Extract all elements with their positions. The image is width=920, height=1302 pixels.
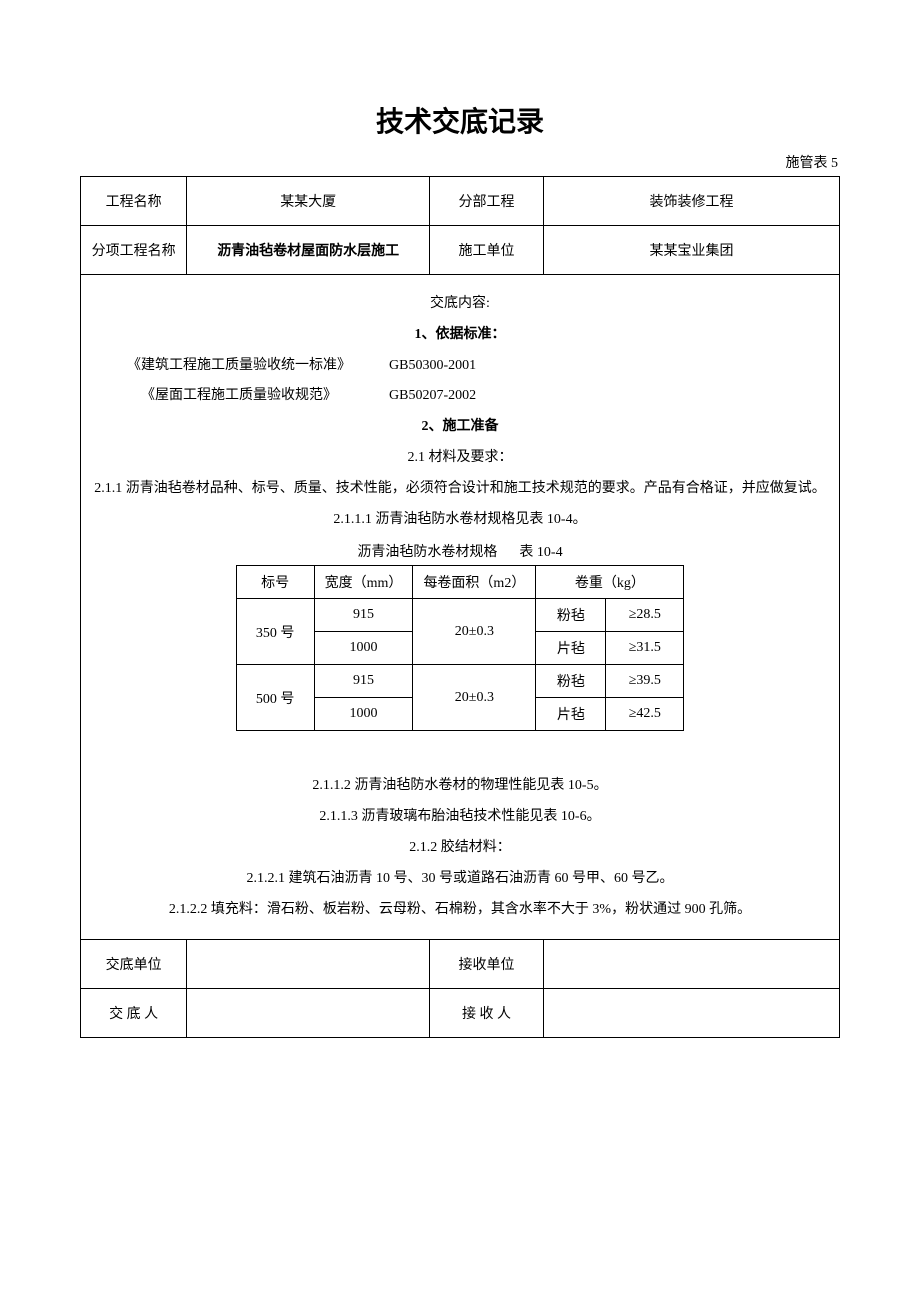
spec-width: 915 bbox=[314, 665, 413, 698]
spec-weight: ≥42.5 bbox=[606, 698, 684, 731]
spec-h-grade: 标号 bbox=[236, 566, 314, 599]
spec-type: 片毡 bbox=[536, 632, 606, 665]
label-contractor: 施工单位 bbox=[430, 226, 544, 275]
p-2-1-1-2: 2.1.1.2 沥青油毡防水卷材的物理性能见表 10-5。 bbox=[89, 771, 831, 802]
p-2-1: 2.1 材料及要求： bbox=[89, 443, 831, 474]
value-project-name: 某某大厦 bbox=[187, 177, 430, 226]
label-disclose-person: 交 底 人 bbox=[81, 989, 187, 1038]
spec-width: 1000 bbox=[314, 632, 413, 665]
header-row-1: 工程名称 某某大厦 分部工程 装饰装修工程 bbox=[81, 177, 840, 226]
spec-h-weight: 卷重（kg） bbox=[536, 566, 684, 599]
p-2-1-1-3: 2.1.1.3 沥青玻璃布胎油毡技术性能见表 10-6。 bbox=[89, 802, 831, 833]
standard-1-name: 《建筑工程施工质量验收统一标准》 bbox=[89, 351, 389, 382]
value-receive-unit bbox=[543, 940, 839, 989]
main-table: 工程名称 某某大厦 分部工程 装饰装修工程 分项工程名称 沥青油毡卷材屋面防水层… bbox=[80, 176, 840, 1038]
standard-2-name: 《屋面工程施工质量验收规范》 bbox=[89, 381, 389, 412]
section-1-title: 1、依据标准： bbox=[89, 320, 831, 351]
p-2-1-2: 2.1.2 胶结材料： bbox=[89, 833, 831, 864]
content-cell: 交底内容: 1、依据标准： 《建筑工程施工质量验收统一标准》 GB50300-2… bbox=[81, 275, 840, 940]
spec-header-row: 标号 宽度（mm） 每卷面积（m2） 卷重（kg） bbox=[236, 566, 684, 599]
spec-weight: ≥39.5 bbox=[606, 665, 684, 698]
label-project-name: 工程名称 bbox=[81, 177, 187, 226]
standard-1-code: GB50300-2001 bbox=[389, 351, 476, 382]
label-disclose-unit: 交底单位 bbox=[81, 940, 187, 989]
value-subproject: 装饰装修工程 bbox=[543, 177, 839, 226]
spec-weight: ≥31.5 bbox=[606, 632, 684, 665]
spec-title-text: 沥青油毡防水卷材规格 bbox=[357, 545, 497, 560]
spec-type: 粉毡 bbox=[536, 599, 606, 632]
label-item-name: 分项工程名称 bbox=[81, 226, 187, 275]
spec-weight: ≥28.5 bbox=[606, 599, 684, 632]
spec-row: 350 号 915 20±0.3 粉毡 ≥28.5 bbox=[236, 599, 684, 632]
spec-table-title: 沥青油毡防水卷材规格 表 10-4 bbox=[89, 541, 831, 561]
spec-area: 20±0.3 bbox=[413, 665, 536, 731]
spec-h-width: 宽度（mm） bbox=[314, 566, 413, 599]
standard-2-code: GB50207-2002 bbox=[389, 381, 476, 412]
spec-grade: 350 号 bbox=[236, 599, 314, 665]
value-contractor: 某某宝业集团 bbox=[543, 226, 839, 275]
spec-width: 1000 bbox=[314, 698, 413, 731]
spec-type: 粉毡 bbox=[536, 665, 606, 698]
content-heading: 交底内容: bbox=[89, 289, 831, 320]
label-receive-person: 接 收 人 bbox=[430, 989, 544, 1038]
value-receive-person bbox=[543, 989, 839, 1038]
spec-area: 20±0.3 bbox=[413, 599, 536, 665]
label-receive-unit: 接收单位 bbox=[430, 940, 544, 989]
standard-2: 《屋面工程施工质量验收规范》 GB50207-2002 bbox=[89, 381, 831, 412]
standard-1: 《建筑工程施工质量验收统一标准》 GB50300-2001 bbox=[89, 351, 831, 382]
page-title: 技术交底记录 bbox=[80, 100, 840, 140]
table-label: 施管表 5 bbox=[80, 152, 840, 172]
label-subproject: 分部工程 bbox=[430, 177, 544, 226]
section-2-title: 2、施工准备 bbox=[89, 412, 831, 443]
spec-type: 片毡 bbox=[536, 698, 606, 731]
footer-row-2: 交 底 人 接 收 人 bbox=[81, 989, 840, 1038]
spec-h-area: 每卷面积（m2） bbox=[413, 566, 536, 599]
spec-row: 500 号 915 20±0.3 粉毡 ≥39.5 bbox=[236, 665, 684, 698]
value-disclose-unit bbox=[187, 940, 430, 989]
value-item-name: 沥青油毡卷材屋面防水层施工 bbox=[187, 226, 430, 275]
header-row-2: 分项工程名称 沥青油毡卷材屋面防水层施工 施工单位 某某宝业集团 bbox=[81, 226, 840, 275]
spec-table: 标号 宽度（mm） 每卷面积（m2） 卷重（kg） 350 号 915 20±0… bbox=[236, 565, 685, 731]
p-2-1-2-1: 2.1.2.1 建筑石油沥青 10 号、30 号或道路石油沥青 60 号甲、60… bbox=[89, 864, 831, 895]
p-2-1-1-1: 2.1.1.1 沥青油毡防水卷材规格见表 10-4。 bbox=[89, 505, 831, 536]
footer-row-1: 交底单位 接收单位 bbox=[81, 940, 840, 989]
p-2-1-2-2: 2.1.2.2 填充料：滑石粉、板岩粉、云母粉、石棉粉，其含水率不大于 3%，粉… bbox=[89, 895, 831, 926]
value-disclose-person bbox=[187, 989, 430, 1038]
spec-width: 915 bbox=[314, 599, 413, 632]
p-2-1-1: 2.1.1 沥青油毡卷材品种、标号、质量、技术性能，必须符合设计和施工技术规范的… bbox=[89, 474, 831, 505]
spec-grade: 500 号 bbox=[236, 665, 314, 731]
spec-title-ref: 表 10-4 bbox=[519, 545, 562, 560]
